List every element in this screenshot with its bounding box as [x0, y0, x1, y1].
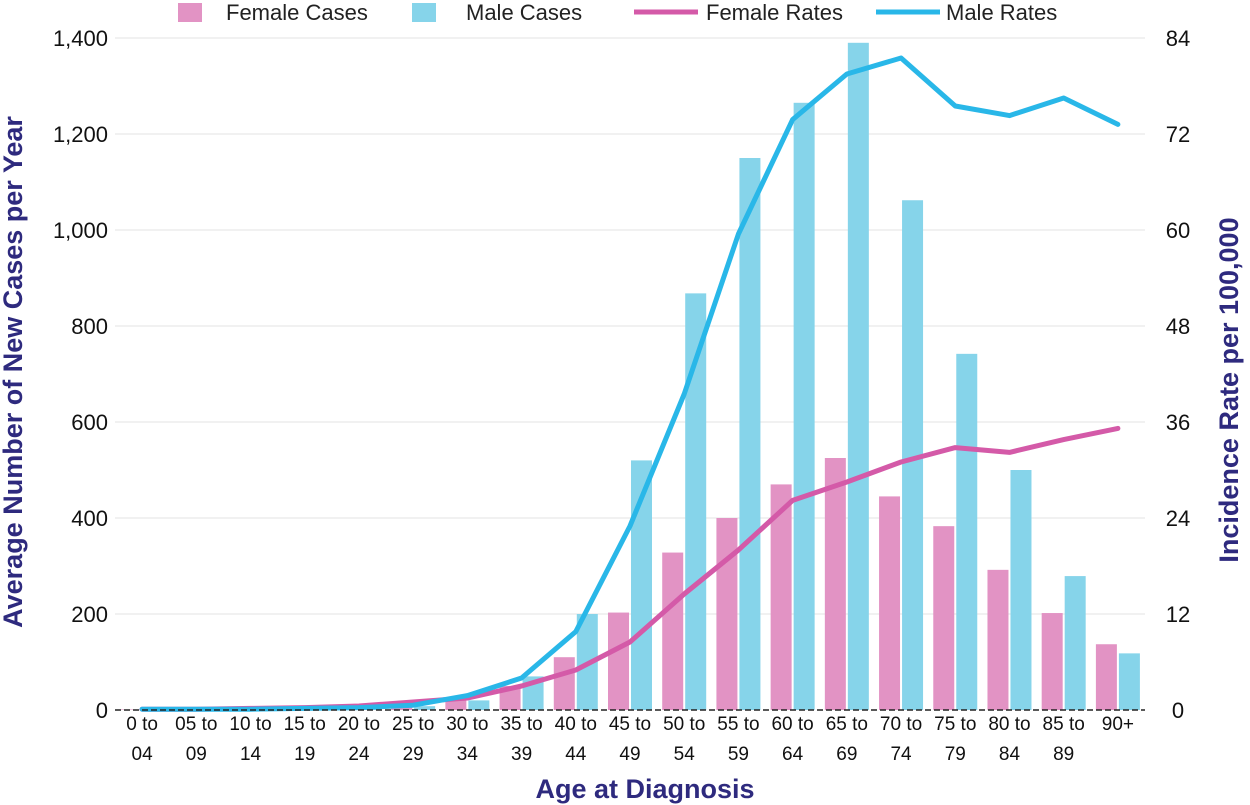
y-axis-left-title: Average Number of New Cases per Year: [0, 116, 28, 628]
x-tick-label: 89: [1053, 744, 1074, 765]
female-cases-bar: [553, 657, 575, 710]
female-cases-bar: [770, 484, 792, 710]
female-cases-bar: [716, 518, 738, 710]
legend-male-cases-label: Male Cases: [466, 0, 582, 25]
x-tick-label: 25 to: [392, 714, 434, 735]
male-cases-bar: [793, 102, 815, 711]
y2-tick-label: 48: [1166, 314, 1190, 339]
legend-male-cases-swatch: [412, 3, 436, 22]
male-cases-bar: [1064, 576, 1086, 710]
x-tick-label: 69: [836, 744, 857, 765]
x-tick-label: 60 to: [771, 714, 813, 735]
male-cases-bar: [685, 293, 707, 710]
x-tick-label: 50 to: [663, 714, 705, 735]
male-cases-bar: [414, 706, 436, 710]
x-tick-label: 70 to: [880, 714, 922, 735]
y-tick-label: 1,400: [53, 26, 108, 51]
x-tick-label: 49: [619, 744, 640, 765]
y-tick-label: 600: [71, 410, 108, 435]
x-tick-label: 90+: [1102, 714, 1134, 735]
male-cases-bar: [902, 200, 924, 711]
x-tick-label: 10 to: [229, 714, 271, 735]
x-tick-label: 14: [240, 744, 262, 765]
x-tick-label: 04: [132, 744, 154, 765]
x-tick-label: 75 to: [934, 714, 976, 735]
legend: Female Cases Male Cases Female Rates Male R…: [178, 0, 1057, 25]
x-tick-label: 64: [782, 744, 804, 765]
y-axis-left-ticks: 0 200 400 600 800 1,000 1,200 1,400: [53, 26, 108, 723]
legend-female-cases-swatch: [178, 3, 202, 22]
y2-tick-label: 12: [1166, 602, 1190, 627]
male-cases-bar: [468, 700, 490, 710]
x-tick-label: 39: [511, 744, 532, 765]
female-cases-bar: [608, 612, 629, 710]
y2-tick-label: 0: [1172, 698, 1184, 723]
legend-male-rates-label: Male Rates: [946, 0, 1057, 25]
legend-female-cases-label: Female Cases: [226, 0, 368, 25]
x-tick-label: 09: [186, 744, 207, 765]
x-tick-label: 54: [674, 744, 696, 765]
y2-tick-label: 72: [1166, 122, 1190, 147]
y2-tick-label: 24: [1166, 506, 1190, 531]
x-tick-label: 65 to: [826, 714, 868, 735]
x-tick-label: 29: [403, 744, 424, 765]
male-cases-bar: [847, 42, 869, 711]
x-tick-label: 0 to: [126, 714, 158, 735]
x-tick-label: 34: [457, 744, 479, 765]
y-tick-label: 1,200: [53, 122, 108, 147]
x-tick-label: 40 to: [555, 714, 597, 735]
x-tick-label: 84: [999, 744, 1021, 765]
gridlines: [115, 37, 1145, 615]
male-cases-bar: [1010, 470, 1032, 710]
y-tick-label: 400: [71, 506, 108, 531]
x-tick-label: 85 to: [1043, 714, 1085, 735]
x-tick-label: 30 to: [446, 714, 488, 735]
x-tick-label: 05 to: [175, 714, 217, 735]
male-cases-bar: [631, 460, 652, 710]
y-tick-label: 800: [71, 314, 108, 339]
female-cases-bar: [879, 496, 901, 710]
y-axis-right-ticks: 0 12 24 36 48 60 72 84: [1166, 26, 1190, 723]
x-axis-ticks: 0 to 04 05 to 09 10 to 14 15 to 19 20 to 24 25 to 2…: [126, 714, 1134, 765]
bars: [120, 42, 1140, 711]
female-cases-bar: [662, 552, 684, 710]
male-rates-line: [139, 55, 1121, 712]
x-tick-label: 15 to: [284, 714, 326, 735]
y2-tick-label: 36: [1166, 410, 1190, 435]
x-tick-label: 20 to: [338, 714, 380, 735]
x-tick-label: 59: [728, 744, 749, 765]
x-tick-label: 74: [890, 744, 912, 765]
lines: [139, 55, 1121, 712]
y-tick-label: 200: [71, 602, 108, 627]
y2-tick-label: 60: [1166, 218, 1190, 243]
y-tick-label: 0: [96, 698, 108, 723]
x-tick-label: 80 to: [988, 714, 1030, 735]
female-cases-bar: [445, 700, 467, 710]
x-axis-title: Age at Diagnosis: [535, 774, 754, 804]
y-tick-label: 1,000: [53, 218, 108, 243]
y2-tick-label: 84: [1166, 26, 1190, 51]
female-cases-bar: [1041, 613, 1063, 710]
x-tick-label: 55 to: [717, 714, 759, 735]
female-cases-bar: [824, 458, 846, 710]
female-cases-bar: [933, 526, 955, 710]
male-cases-bar: [739, 158, 761, 710]
x-tick-label: 19: [294, 744, 315, 765]
x-tick-label: 44: [565, 744, 587, 765]
legend-female-rates-label: Female Rates: [706, 0, 843, 25]
female-cases-bar: [987, 569, 1009, 710]
x-tick-label: 24: [348, 744, 370, 765]
x-tick-label: 35 to: [500, 714, 542, 735]
x-tick-label: 45 to: [609, 714, 651, 735]
y-axis-right-title: Incidence Rate per 100,000: [1214, 217, 1244, 562]
male-cases-bar: [1118, 653, 1140, 710]
female-cases-bar: [1095, 644, 1117, 710]
x-tick-label: 79: [945, 744, 966, 765]
male-cases-bar: [956, 353, 978, 710]
